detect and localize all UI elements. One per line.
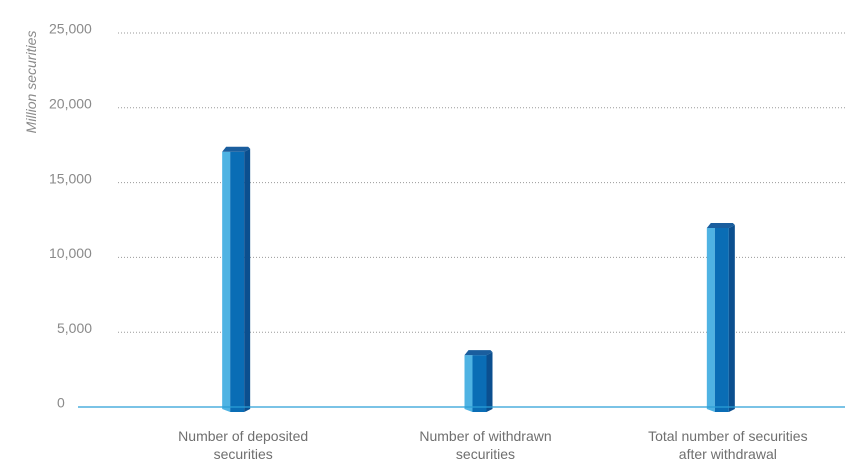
y-tick-label: 15,000 bbox=[49, 170, 92, 186]
bar-front-face bbox=[472, 355, 487, 412]
y-axis-label: Million securities bbox=[23, 31, 39, 134]
x-category-label-line: securities bbox=[456, 446, 515, 462]
x-category-label-line: Number of deposited bbox=[178, 428, 308, 444]
bar-top-face bbox=[222, 146, 251, 152]
y-tick-label: 20,000 bbox=[49, 96, 92, 112]
y-tick-label: 5,000 bbox=[57, 320, 92, 336]
gridlines bbox=[118, 32, 845, 333]
bar bbox=[222, 146, 251, 413]
y-axis-ticks: 0 5,000 10,000 15,000 20,000 25,000 bbox=[49, 21, 92, 411]
bar-left-face bbox=[464, 355, 473, 412]
bar-right-face bbox=[244, 148, 251, 413]
bar-left-face bbox=[706, 227, 715, 412]
bar-right-face bbox=[728, 224, 735, 412]
bar-top-face bbox=[706, 222, 735, 228]
bar bbox=[464, 350, 493, 412]
bar-front-face bbox=[714, 227, 729, 412]
y-tick-label: 10,000 bbox=[49, 245, 92, 261]
y-tick-label: 25,000 bbox=[49, 21, 92, 37]
bar bbox=[706, 222, 735, 412]
x-category-label-line: Number of withdrawn bbox=[419, 428, 551, 444]
x-category-label: Number of withdrawn securities bbox=[419, 428, 551, 462]
bars bbox=[222, 146, 735, 413]
x-category-label: Total number of securities after withdraw… bbox=[648, 428, 808, 462]
bar-left-face bbox=[222, 151, 231, 413]
bar-right-face bbox=[486, 352, 493, 412]
x-category-label: Number of deposited securities bbox=[178, 428, 308, 462]
x-category-label-line: after withdrawal bbox=[679, 446, 777, 462]
bar-front-face bbox=[230, 151, 245, 413]
x-category-label-line: Total number of securities bbox=[648, 428, 808, 444]
y-tick-label: 0 bbox=[57, 395, 65, 411]
x-category-label-line: securities bbox=[214, 446, 273, 462]
bar-top-face bbox=[464, 350, 493, 356]
